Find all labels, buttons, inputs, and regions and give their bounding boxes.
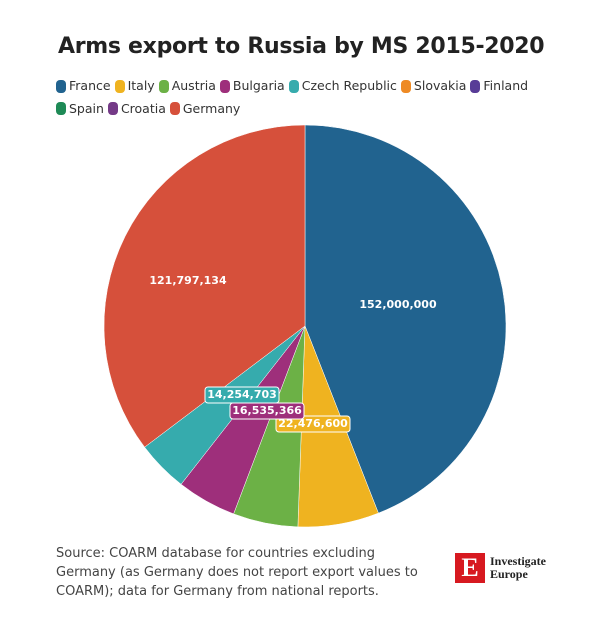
data-label-text: 14,254,703 xyxy=(207,388,277,401)
legend-item-croatia: Croatia xyxy=(107,99,166,119)
chart-title: Arms export to Russia by MS 2015-2020 xyxy=(58,34,545,59)
legend-swatch xyxy=(169,102,180,115)
legend-label: Italy xyxy=(127,78,155,93)
legend-label: France xyxy=(69,78,111,93)
legend-swatch xyxy=(288,79,299,93)
legend-label: Germany xyxy=(182,100,241,116)
data-label-box xyxy=(275,415,351,433)
investigate-europe-logo: E Investigate Europe xyxy=(455,553,546,583)
logo-line2: Europe xyxy=(490,567,528,581)
legend-item-slovakia: Slovakia xyxy=(400,76,467,96)
legend-item-germany: Germany xyxy=(169,99,241,119)
legend-label: Spain xyxy=(69,100,104,116)
legend-label: Croatia xyxy=(120,100,166,116)
legend-swatch xyxy=(400,79,411,93)
legend-item-czech-republic: Czech Republic xyxy=(288,76,397,96)
data-label-italy: 22,476,600 xyxy=(275,415,351,433)
legend-item-bulgaria: Bulgaria xyxy=(219,76,285,96)
legend-swatch xyxy=(56,102,66,115)
legend-swatch xyxy=(219,79,230,93)
legend-swatch xyxy=(114,79,125,93)
legend-label: Finland xyxy=(483,78,529,93)
data-label-bulgaria: 16,535,366 xyxy=(229,402,305,420)
data-label-germany: 121,797,134 xyxy=(149,274,227,287)
logo-line1: Investigate xyxy=(490,554,546,568)
legend-label: Slovakia xyxy=(413,78,467,93)
legend-swatch xyxy=(107,102,118,115)
legend-item-italy: Italy xyxy=(114,76,155,96)
legend-label: Bulgaria xyxy=(232,78,285,93)
legend-item-austria: Austria xyxy=(158,76,216,96)
slice-france xyxy=(304,124,507,514)
legend-swatch xyxy=(470,79,481,93)
data-label-text: 16,535,366 xyxy=(232,404,302,417)
data-label-text: 22,476,600 xyxy=(278,417,348,430)
slice-germany xyxy=(103,124,306,448)
legend-item-france: France xyxy=(56,76,111,96)
legend-item-spain: Spain xyxy=(56,99,104,119)
data-label-text: 152,000,000 xyxy=(359,298,437,311)
data-label-czech-republic: 14,254,703 xyxy=(204,386,280,404)
data-label-box xyxy=(204,386,280,404)
source-note: Source: COARM database for countries exc… xyxy=(56,546,418,599)
data-label-france: 152,000,000 xyxy=(359,298,437,311)
legend-label: Austria xyxy=(171,78,216,93)
legend-label: Czech Republic xyxy=(301,78,397,93)
legend-swatch xyxy=(56,79,66,93)
legend-item-finland: Finland xyxy=(470,76,528,96)
logo-mark: E xyxy=(455,553,485,583)
legend-swatch xyxy=(158,79,169,93)
data-label-text: 121,797,134 xyxy=(149,274,227,287)
legend: France Italy Austria Bulgaria Czech Republic… xyxy=(56,76,576,121)
